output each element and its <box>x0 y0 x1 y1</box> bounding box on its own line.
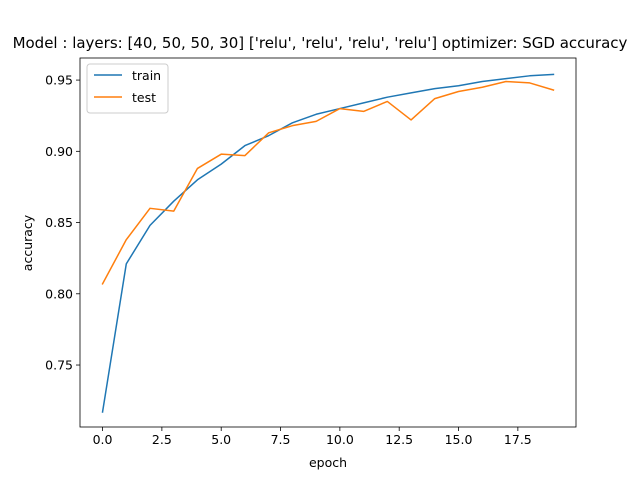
x-tick-label: 2.5 <box>152 432 172 447</box>
y-tick-label: 0.95 <box>45 73 73 88</box>
x-tick-label: 0.0 <box>93 432 113 447</box>
train-series-line <box>101 73 555 413</box>
legend-train-label: train <box>132 68 161 83</box>
test-series-line <box>101 80 555 285</box>
x-tick-label: 17.5 <box>504 432 532 447</box>
y-tick-label: 0.80 <box>45 286 73 301</box>
x-tick-label: 15.0 <box>445 432 473 447</box>
chart-title: Model : layers: [40, 50, 50, 30] ['relu'… <box>13 34 628 52</box>
y-tick-label: 0.85 <box>45 215 73 230</box>
x-tick-label: 12.5 <box>385 432 413 447</box>
y-tick-label: 0.90 <box>45 144 73 159</box>
plot-area-frame <box>79 57 577 428</box>
y-axis-label: accuracy <box>20 214 35 271</box>
legend-box <box>86 63 169 114</box>
x-tick-label: 10.0 <box>326 432 354 447</box>
x-tick-label: 7.5 <box>271 432 291 447</box>
legend-test-label: test <box>132 90 156 105</box>
legend: train test <box>86 63 169 114</box>
x-tick-label: 5.0 <box>211 432 231 447</box>
plot-series <box>101 73 555 413</box>
y-tick-label: 0.75 <box>45 358 73 373</box>
axis-ticks: 0.0 2.5 5.0 7.5 10.0 12.5 15.0 17.5 0.75 0.80 0.85… <box>45 73 532 447</box>
x-axis-label: epoch <box>309 455 347 470</box>
